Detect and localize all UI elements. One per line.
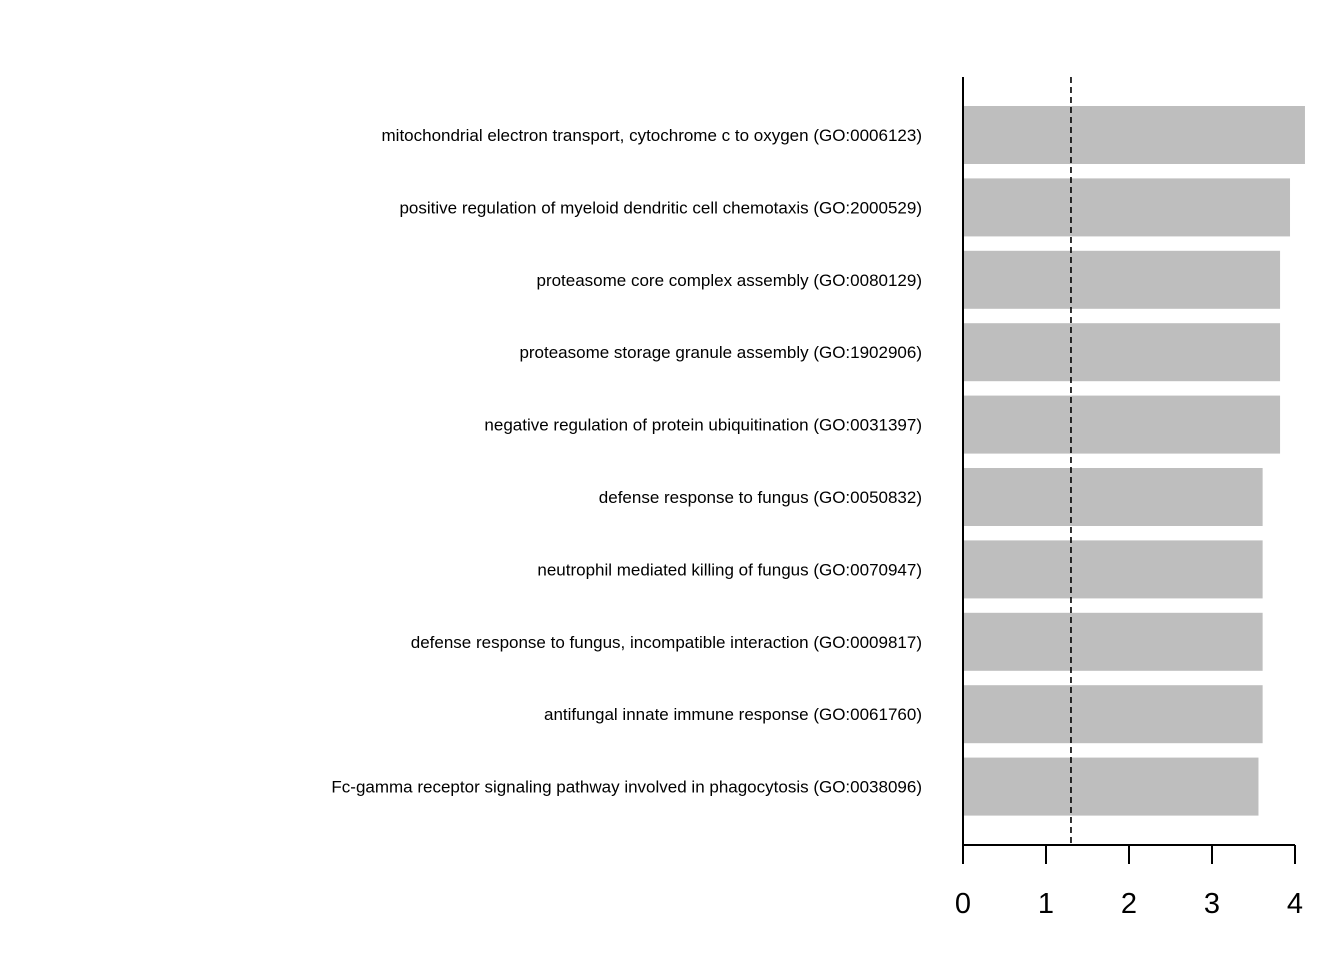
bar bbox=[963, 685, 1263, 744]
bar bbox=[963, 540, 1263, 599]
bar bbox=[963, 757, 1259, 816]
bar bbox=[963, 178, 1291, 237]
bar bbox=[963, 106, 1305, 164]
bar bbox=[963, 323, 1281, 382]
category-label: negative regulation of protein ubiquitin… bbox=[484, 416, 922, 435]
bar bbox=[963, 468, 1263, 526]
bar bbox=[963, 395, 1281, 454]
x-tick-label: 4 bbox=[1287, 888, 1303, 920]
category-label: proteasome storage granule assembly (GO:… bbox=[519, 343, 922, 362]
x-tick-label: 1 bbox=[1038, 888, 1054, 920]
bar bbox=[963, 250, 1281, 309]
category-label: neutrophil mediated killing of fungus (G… bbox=[537, 560, 922, 579]
x-tick-label: 3 bbox=[1204, 888, 1220, 920]
category-label: proteasome core complex assembly (GO:008… bbox=[536, 271, 922, 290]
x-tick-label: 2 bbox=[1121, 888, 1137, 920]
x-tick-label: 0 bbox=[955, 888, 971, 920]
category-label: antifungal innate immune response (GO:00… bbox=[544, 705, 922, 724]
category-label: defense response to fungus (GO:0050832) bbox=[599, 488, 922, 507]
category-label: defense response to fungus, incompatible… bbox=[411, 633, 922, 652]
category-label: positive regulation of myeloid dendritic… bbox=[399, 198, 922, 217]
bar bbox=[963, 612, 1263, 671]
category-label: mitochondrial electron transport, cytoch… bbox=[382, 126, 923, 145]
category-label: Fc-gamma receptor signaling pathway invo… bbox=[331, 778, 922, 797]
